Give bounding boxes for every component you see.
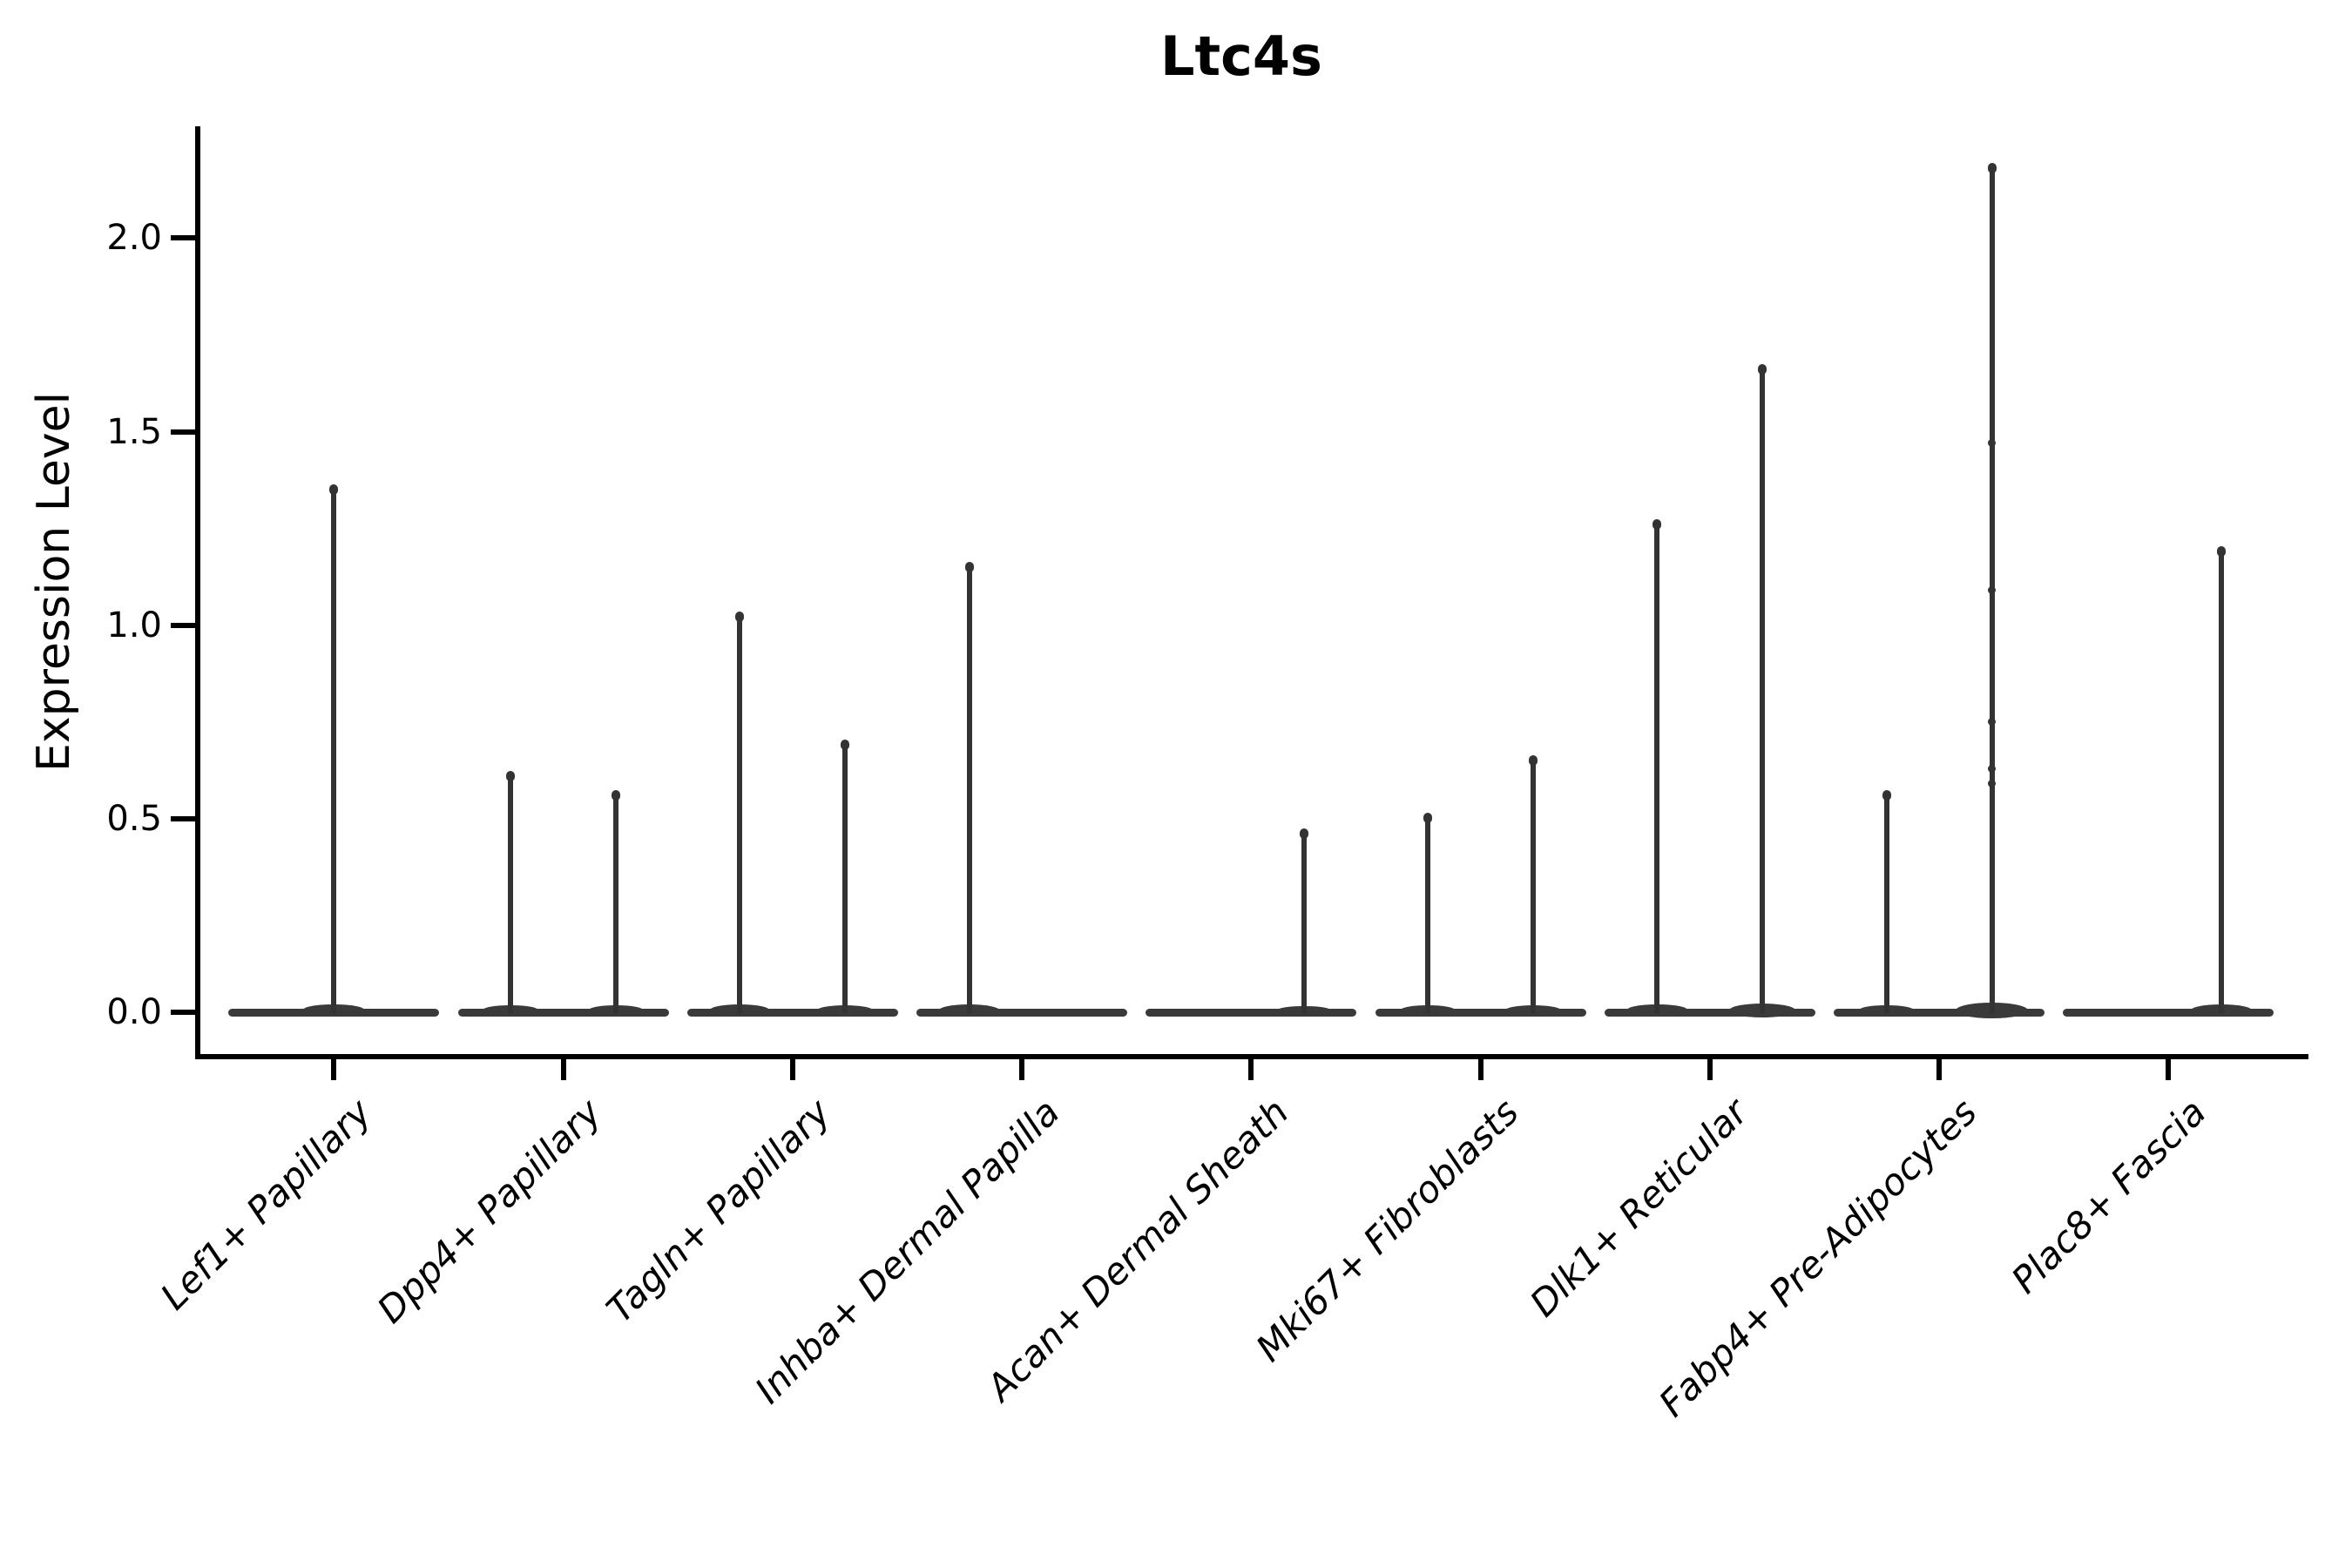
violin-spike — [1760, 366, 1766, 1014]
violin-body — [916, 1008, 1128, 1017]
violin-spike — [613, 791, 619, 1014]
y-tick — [171, 815, 197, 821]
jitter-point — [1988, 718, 1997, 727]
violin-spike — [1883, 791, 1889, 1014]
violin-spike — [1531, 756, 1537, 1014]
y-tick-label: 1.0 — [106, 605, 162, 645]
y-tick-label: 2.0 — [106, 218, 162, 259]
violin-spike-tip — [329, 483, 339, 495]
y-tick-label: 0.5 — [106, 798, 162, 839]
x-tick — [1019, 1056, 1025, 1080]
violin-spike-tip — [1882, 789, 1891, 801]
x-tick — [789, 1056, 795, 1080]
jitter-point — [1988, 439, 1997, 448]
violin-spike — [2218, 547, 2224, 1014]
y-tick — [171, 429, 197, 435]
chart-title: Ltc4s — [1160, 24, 1322, 88]
violin-spike — [508, 772, 514, 1014]
y-tick — [171, 1010, 197, 1015]
violin-body — [1146, 1008, 1357, 1017]
violin-spike-tip — [506, 770, 516, 781]
violin-spike-tip — [1758, 364, 1767, 375]
violin-spike-tip — [1987, 162, 1997, 173]
violin-spike-tip — [2216, 545, 2226, 557]
jitter-point — [1988, 586, 1997, 595]
x-tick — [331, 1056, 337, 1080]
violin-body — [1375, 1008, 1586, 1017]
violin-spike — [842, 740, 848, 1014]
violin-spike — [1425, 814, 1431, 1014]
violin-body — [2063, 1008, 2274, 1017]
x-tick — [1477, 1056, 1484, 1080]
y-tick-label: 1.5 — [106, 411, 162, 452]
violin-spike-tip — [1423, 813, 1433, 824]
violin-spike-tip — [1299, 828, 1308, 840]
violin-spike-tip — [612, 789, 621, 801]
y-tick — [171, 622, 197, 628]
y-tick — [171, 235, 197, 241]
y-tick-label: 0.0 — [106, 992, 162, 1032]
y-axis-spine — [195, 126, 200, 1059]
jitter-point — [1988, 780, 1997, 788]
violin-spike-tip — [1529, 754, 1538, 766]
violin-spike — [1654, 520, 1660, 1014]
jitter-point — [1988, 764, 1997, 773]
violin-body — [457, 1008, 669, 1017]
violin-body — [1834, 1008, 2045, 1017]
violin-spike-tip — [1652, 518, 1662, 530]
violin-spike-tip — [841, 739, 850, 750]
violin-body — [686, 1008, 898, 1017]
x-tick — [2166, 1056, 2172, 1080]
x-tick — [560, 1056, 566, 1080]
violin-spike-tip — [735, 612, 745, 623]
violin-spike — [737, 613, 743, 1014]
violin-spike — [1301, 830, 1307, 1014]
x-tick — [1707, 1056, 1713, 1080]
violin-body — [1604, 1008, 1815, 1017]
x-tick — [1936, 1056, 1943, 1080]
violin-spike — [966, 563, 972, 1014]
violin-spike — [331, 485, 337, 1014]
violin-spike-tip — [964, 561, 974, 572]
x-tick — [1248, 1056, 1254, 1080]
